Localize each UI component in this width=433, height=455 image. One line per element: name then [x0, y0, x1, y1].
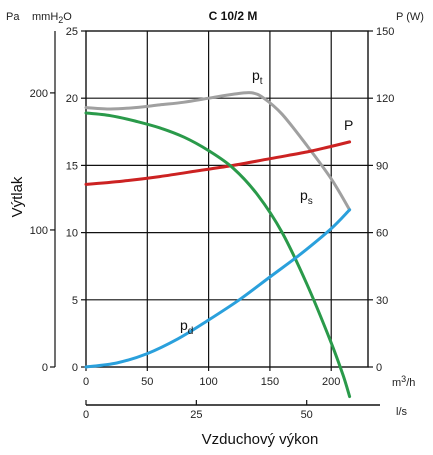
chart-title: C 10/2 M	[209, 9, 258, 23]
pa-tick-label: 0	[42, 362, 48, 374]
curve-label-p: P	[344, 117, 353, 133]
y-axis-label: Výtlak	[9, 176, 26, 217]
x-m3h-tick-label: 50	[141, 376, 153, 388]
curve-label-ps: ps	[300, 187, 313, 207]
power-tick-label: 120	[376, 93, 394, 105]
x-axis-m3h: 0 50 100 150 200	[83, 367, 340, 388]
power-tick-label: 90	[376, 160, 388, 172]
mmh2o-unit-base: mmH	[32, 11, 58, 23]
power-tick-label: 150	[376, 26, 394, 38]
power-unit-label: P (W)	[396, 11, 424, 23]
mmh2o-unit-tail: O	[63, 11, 72, 23]
m3h-unit-sup: 3	[401, 374, 406, 384]
power-tick-label: 0	[376, 362, 382, 374]
curve-pd	[84, 208, 352, 369]
m3h-unit-label: m3/h	[392, 374, 415, 389]
mmh2o-tick-label: 5	[72, 295, 78, 307]
mmh2o-axis: 0 5 10 15 20 25	[66, 26, 86, 374]
curve-labels: pt Pps pd	[180, 67, 353, 337]
power-tick-label: 60	[376, 228, 388, 240]
mmh2o-unit-sub: 2	[58, 15, 63, 25]
mmh2o-tick-label: 25	[66, 26, 78, 38]
m3h-unit-base: m	[392, 377, 401, 389]
curve-pt	[84, 91, 352, 212]
mmh2o-tick-label: 20	[66, 93, 78, 105]
power-axis: 0 30 60 90 120 150	[368, 26, 394, 374]
m3h-unit-tail: /h	[406, 377, 415, 389]
ls-unit-label: l/s	[396, 406, 408, 418]
curve-ps	[84, 111, 352, 399]
mmh2o-tick-label: 10	[66, 228, 78, 240]
x-axis-label: Vzduchový výkon	[202, 431, 319, 448]
power-tick-label: 30	[376, 295, 388, 307]
x-m3h-tick-label: 0	[83, 376, 89, 388]
x-ls-tick-label: 0	[83, 409, 89, 421]
curve-label-pd: pd	[180, 317, 193, 337]
mmh2o-tick-label: 0	[72, 362, 78, 374]
mmh2o-unit-label: mmH2O	[32, 11, 72, 25]
x-ls-tick-label: 25	[190, 409, 202, 421]
plot-frame	[85, 30, 369, 368]
pa-axis: 0 100 200	[30, 88, 55, 374]
x-m3h-tick-label: 100	[199, 376, 217, 388]
x-axis-ls: 0 25 50	[83, 400, 313, 421]
pa-tick-label: 200	[30, 88, 48, 100]
x-m3h-tick-label: 150	[261, 376, 279, 388]
x-ls-tick-label: 50	[301, 409, 313, 421]
x-m3h-tick-label: 200	[322, 376, 340, 388]
curves	[84, 91, 352, 399]
pa-tick-label: 100	[30, 225, 48, 237]
grid-lines	[86, 31, 368, 367]
pa-unit-label: Pa	[6, 11, 20, 23]
curve-p	[84, 140, 352, 186]
curve-label-pt: pt	[252, 67, 263, 87]
mmh2o-tick-label: 15	[66, 160, 78, 172]
